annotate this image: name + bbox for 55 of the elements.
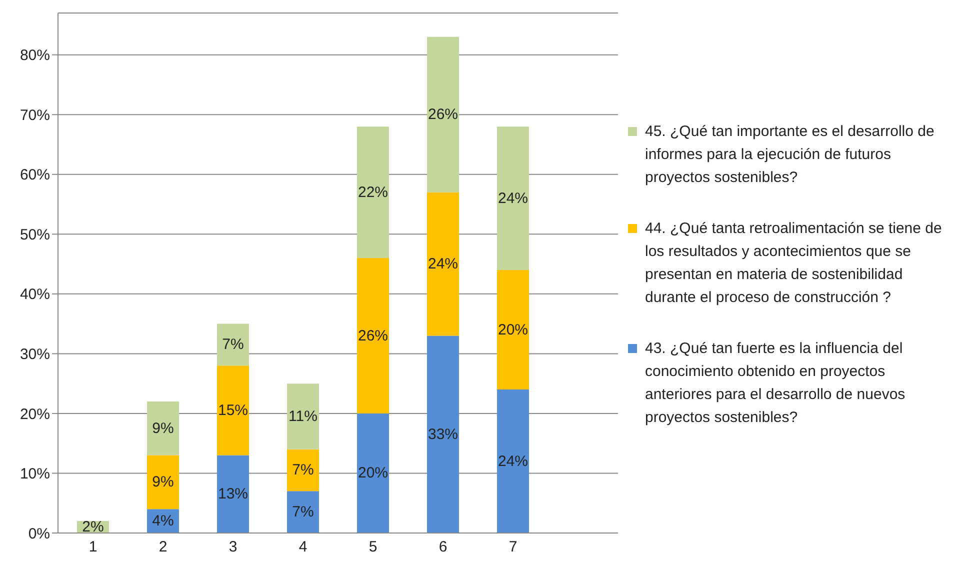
data-label: 26%	[358, 327, 388, 344]
bar	[287, 449, 319, 492]
data-label: 24%	[428, 256, 458, 273]
x-tick-label: 3	[228, 538, 238, 556]
y-tick-label: 20%	[20, 406, 50, 423]
data-label: 11%	[288, 408, 318, 425]
data-label: 20%	[498, 321, 528, 338]
y-tick-label: 50%	[20, 226, 50, 244]
bar	[217, 455, 249, 533]
bar	[427, 192, 459, 336]
y-tick-label: 80%	[20, 47, 50, 64]
data-label: 24%	[498, 190, 528, 207]
data-label: 7%	[222, 336, 244, 354]
bar	[357, 258, 389, 414]
data-label: 2%	[82, 518, 104, 536]
x-tick-label: 6	[438, 538, 448, 556]
legend-label: 45. ¿Qué tan importante es el desarrollo de informes para la ejecución de futuros proyectos sostenibles?	[645, 122, 936, 188]
x-tick-label: 2	[158, 538, 168, 556]
x-tick-label: 1	[88, 538, 98, 556]
data-label: 20%	[358, 464, 388, 482]
data-label: 9%	[152, 474, 174, 491]
bar	[427, 36, 459, 192]
y-tick-label: 0%	[28, 525, 50, 542]
bar	[147, 455, 179, 510]
bar	[217, 366, 249, 456]
bar	[147, 402, 179, 456]
data-label: 26%	[428, 106, 458, 124]
data-label: 7%	[292, 504, 314, 521]
bar	[497, 126, 529, 270]
data-label: 24%	[498, 452, 528, 470]
data-label: 13%	[218, 486, 248, 503]
y-tick-label: 40%	[20, 286, 50, 304]
data-label: 33%	[428, 426, 458, 443]
bar	[287, 384, 319, 450]
y-tick-label: 30%	[20, 346, 50, 364]
bar	[427, 336, 459, 533]
x-tick-label: 7	[508, 538, 518, 556]
data-label: 15%	[218, 402, 248, 419]
bar	[497, 390, 529, 533]
data-label: 22%	[358, 184, 388, 201]
bar	[357, 413, 389, 533]
data-label: 4%	[152, 512, 174, 530]
bar	[357, 126, 389, 258]
x-tick-label: 5	[368, 538, 378, 556]
data-label: 9%	[152, 420, 174, 437]
legend-label: 44. ¿Qué tanta retroalimentación se tiene de los resultados y acontecimientos que se presentan en materia de sostenibilidad durante el proceso de construcción ?	[645, 218, 943, 308]
y-tick-label: 60%	[20, 166, 50, 184]
data-label: 7%	[292, 462, 314, 479]
bar	[217, 324, 249, 366]
bar	[287, 491, 319, 533]
x-tick-label: 4	[298, 538, 308, 556]
y-tick-label: 10%	[20, 466, 50, 483]
legend-label: 43. ¿Qué tan fuerte es la influencia del conocimiento obtenido en proyectos anteriores para el desarrollo de nuevos proyectos sostenibles?	[645, 338, 906, 428]
bar	[497, 270, 529, 390]
y-tick-label: 70%	[20, 106, 50, 124]
